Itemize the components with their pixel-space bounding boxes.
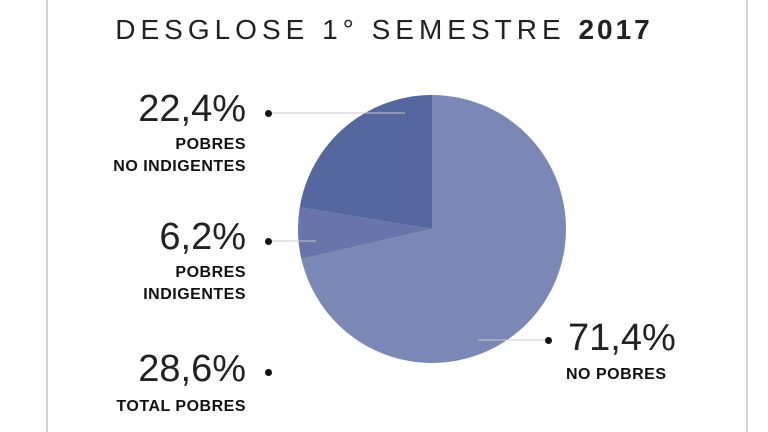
slice-no-pobres [301, 95, 566, 363]
pct-total-pobres: 28,6% [138, 348, 246, 390]
slice-pobres-no-indigentes [299, 95, 432, 229]
slice-pobres-indigentes [298, 207, 432, 260]
left-frame-line [46, 0, 48, 432]
bullet-pobres-indigentes [265, 238, 272, 245]
label-total-pobres: TOTAL POBRES [116, 398, 246, 415]
bullet-total-pobres [265, 369, 272, 376]
bullet-no-pobres [545, 337, 552, 344]
pct-pobres-no-indigentes: 22,4% [138, 88, 246, 130]
pct-pobres-indigentes: 6,2% [159, 216, 246, 258]
label-pobres-indigentes-line1: POBRES [175, 264, 246, 281]
chart-title-text: DESGLOSE 1° SEMESTRE [115, 14, 566, 45]
label-pobres-indigentes-line2: INDIGENTES [143, 286, 246, 304]
right-frame-line [746, 0, 748, 432]
label-pobres-no-indigentes-line2: NO INDIGENTES [113, 158, 246, 176]
chart-title-year: 2017 [578, 14, 653, 45]
pct-no-pobres: 71,4% [568, 317, 676, 359]
chart-title: DESGLOSE 1° SEMESTRE 2017 [0, 14, 768, 46]
label-pobres-no-indigentes: POBRES NO INDIGENTES [60, 134, 246, 179]
label-pobres-indigentes: POBRES INDIGENTES [60, 262, 246, 307]
bullet-pobres-no-indigentes [265, 110, 272, 117]
label-pobres-no-indigentes-line1: POBRES [175, 136, 246, 153]
label-no-pobres: NO POBRES [566, 366, 667, 383]
